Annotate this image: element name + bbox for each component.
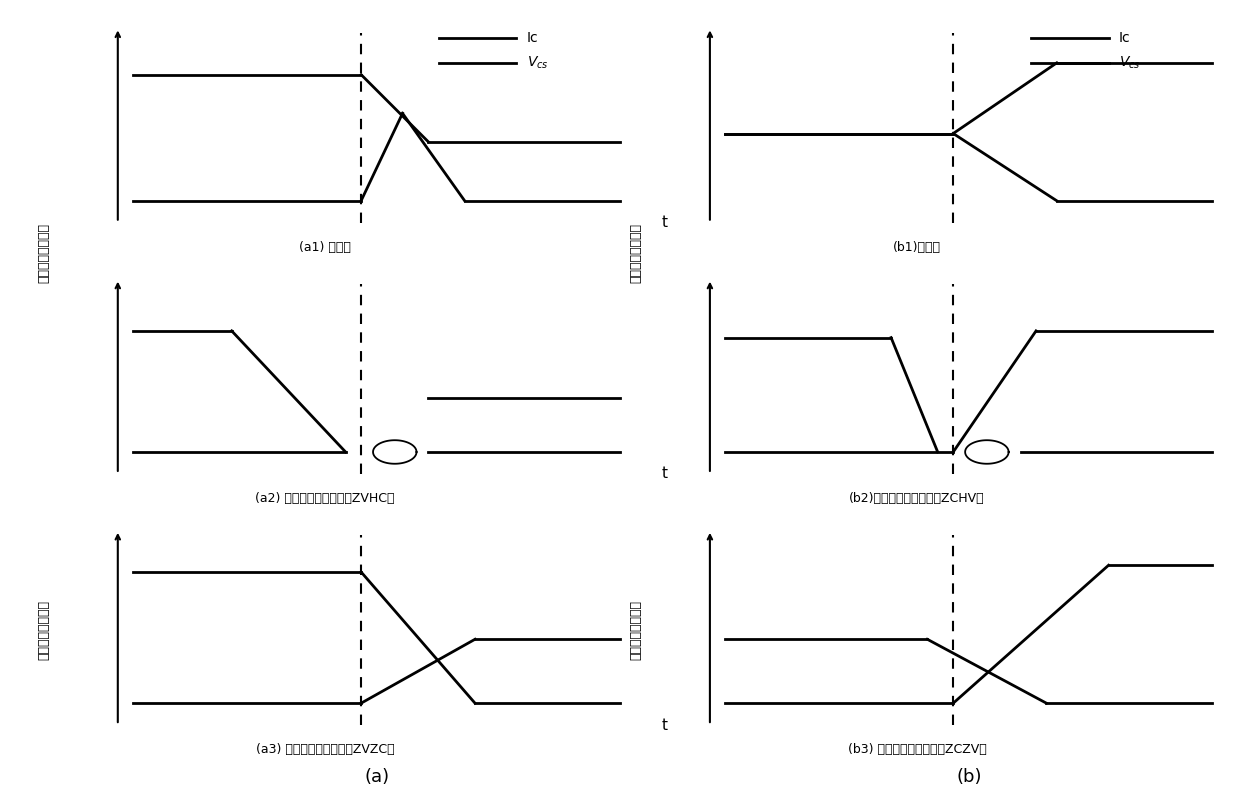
Text: Ic: Ic — [527, 31, 538, 44]
Text: (b): (b) — [956, 768, 982, 786]
Text: (a3) 零电压零电流开通（ZVZC）: (a3) 零电压零电流开通（ZVZC） — [255, 743, 394, 756]
Text: (b3) 零电流零电压关断（ZCZV）: (b3) 零电流零电压关断（ZCZV） — [848, 743, 986, 756]
Text: $V_{cs}$: $V_{cs}$ — [527, 55, 548, 71]
Text: (a1) 硬开通: (a1) 硬开通 — [299, 241, 351, 254]
Text: (b1)硬关断: (b1)硬关断 — [893, 241, 941, 254]
Text: t: t — [661, 717, 667, 733]
Text: 开通电压电流波形: 开通电压电流波形 — [37, 223, 50, 283]
Text: (a): (a) — [365, 768, 389, 786]
Text: 关断电压电流波形: 关断电压电流波形 — [629, 223, 642, 283]
Text: t: t — [661, 215, 667, 231]
Text: 关断电压电流波形: 关断电压电流波形 — [629, 600, 642, 660]
Text: (a2) 零电压硬电流开通（ZVHC）: (a2) 零电压硬电流开通（ZVHC） — [255, 492, 394, 505]
Text: t: t — [661, 467, 667, 481]
Text: Ic: Ic — [1118, 31, 1131, 44]
Text: (b2)零电流硬电压关断（ZCHV）: (b2)零电流硬电压关断（ZCHV） — [849, 492, 985, 505]
Text: $V_{cs}$: $V_{cs}$ — [1118, 55, 1141, 71]
Text: 开通电压电流波形: 开通电压电流波形 — [37, 600, 50, 660]
